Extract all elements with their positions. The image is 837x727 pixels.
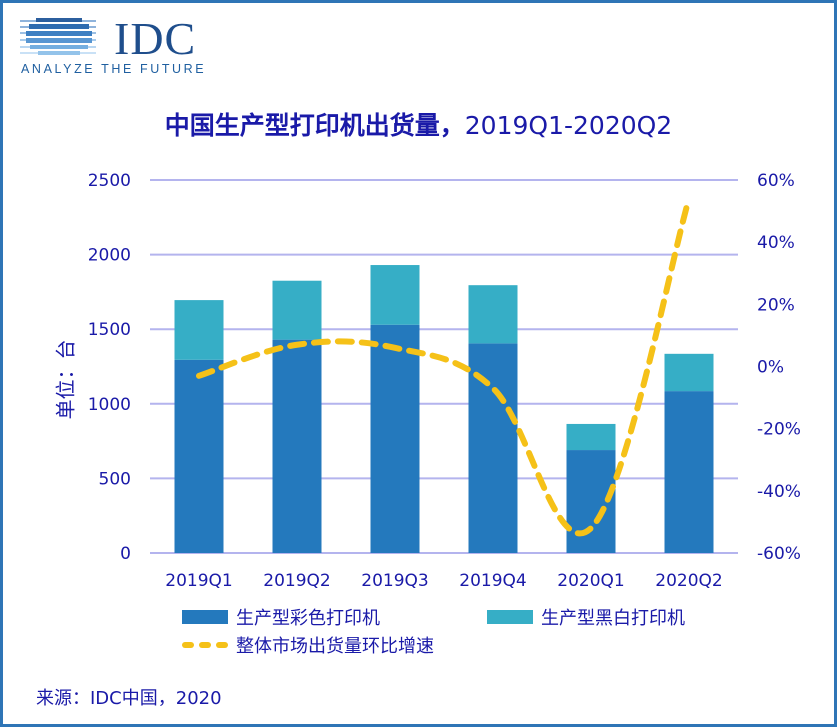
legend-label: 生产型彩色打印机 [236,608,380,629]
globe-stripes-icon [20,18,96,55]
y2-tick-label: -20% [757,420,801,440]
y-tick-label: 2000 [88,246,131,266]
legend-item-growth: 整体市场出货量环比增速 [182,632,434,658]
legend-item-color-printer: 生产型彩色打印机 [182,604,380,630]
y-tick-label: 1500 [88,320,131,340]
legend-label: 生产型黑白打印机 [541,608,685,629]
legend-label: 整体市场出货量环比增速 [236,636,434,657]
y2-tick-label: 0% [757,358,784,378]
y-tick-label: 0 [120,544,131,564]
bar-color-printer [370,324,420,553]
legend: 生产型彩色打印机 生产型黑白打印机 整体市场出货量环比增速 [182,604,742,658]
bar-mono-printer [664,353,714,392]
y2-tick-label: 40% [757,233,795,253]
chart-title-range: 2019Q1-2020Q2 [464,111,673,140]
legend-swatch-color-printer [182,610,228,624]
y2-tick-label: 20% [757,295,795,315]
x-tick-label: 2019Q2 [263,571,330,591]
y2-tick-label: 60% [757,171,795,191]
bar-mono-printer [272,280,322,340]
bar-color-printer [664,391,714,553]
y-tick-label: 2500 [88,171,131,191]
right-axis-ticks: -60% -40% -20% 0% 20% 40% 60% [757,171,801,564]
source-note: 来源：IDC中国，2020 [36,688,222,709]
legend-swatch-growth-dashed [182,642,228,648]
legend-item-mono-printer: 生产型黑白打印机 [487,604,685,630]
legend-swatch-mono-printer [487,610,533,624]
x-axis-ticks: 2019Q1 2019Q2 2019Q3 2019Q4 2020Q1 2020Q2 [165,571,722,591]
bars [174,265,714,553]
bar-mono-printer [370,265,420,325]
left-axis-ticks: 0 500 1000 1500 2000 2500 [88,171,131,564]
logo-wordmark: IDC [114,13,197,64]
growth-line [196,195,692,537]
bar-mono-printer [468,285,518,344]
x-tick-label: 2020Q2 [655,571,722,591]
x-tick-label: 2020Q1 [557,571,624,591]
bar-color-printer [272,339,322,553]
bar-mono-printer [566,423,616,451]
x-tick-label: 2019Q3 [361,571,428,591]
bar-color-printer [174,359,224,553]
x-tick-label: 2019Q4 [459,571,526,591]
y2-tick-label: -60% [757,544,801,564]
chart-title: 中国生产型打印机出货量，2019Q1-2020Q2 [0,106,837,142]
gridlines [150,179,738,554]
y-tick-label: 500 [99,469,131,489]
y2-tick-label: -40% [757,482,801,502]
bar-mono-printer [174,300,224,360]
y-tick-label: 1000 [88,395,131,415]
idc-logo: IDC ANALYZE THE FUTURE [18,12,204,78]
x-tick-label: 2019Q1 [165,571,232,591]
chart-title-bold: 中国生产型打印机出货量， [164,111,465,140]
logo-tagline: ANALYZE THE FUTURE [21,62,207,76]
growth-line-path [196,195,692,537]
